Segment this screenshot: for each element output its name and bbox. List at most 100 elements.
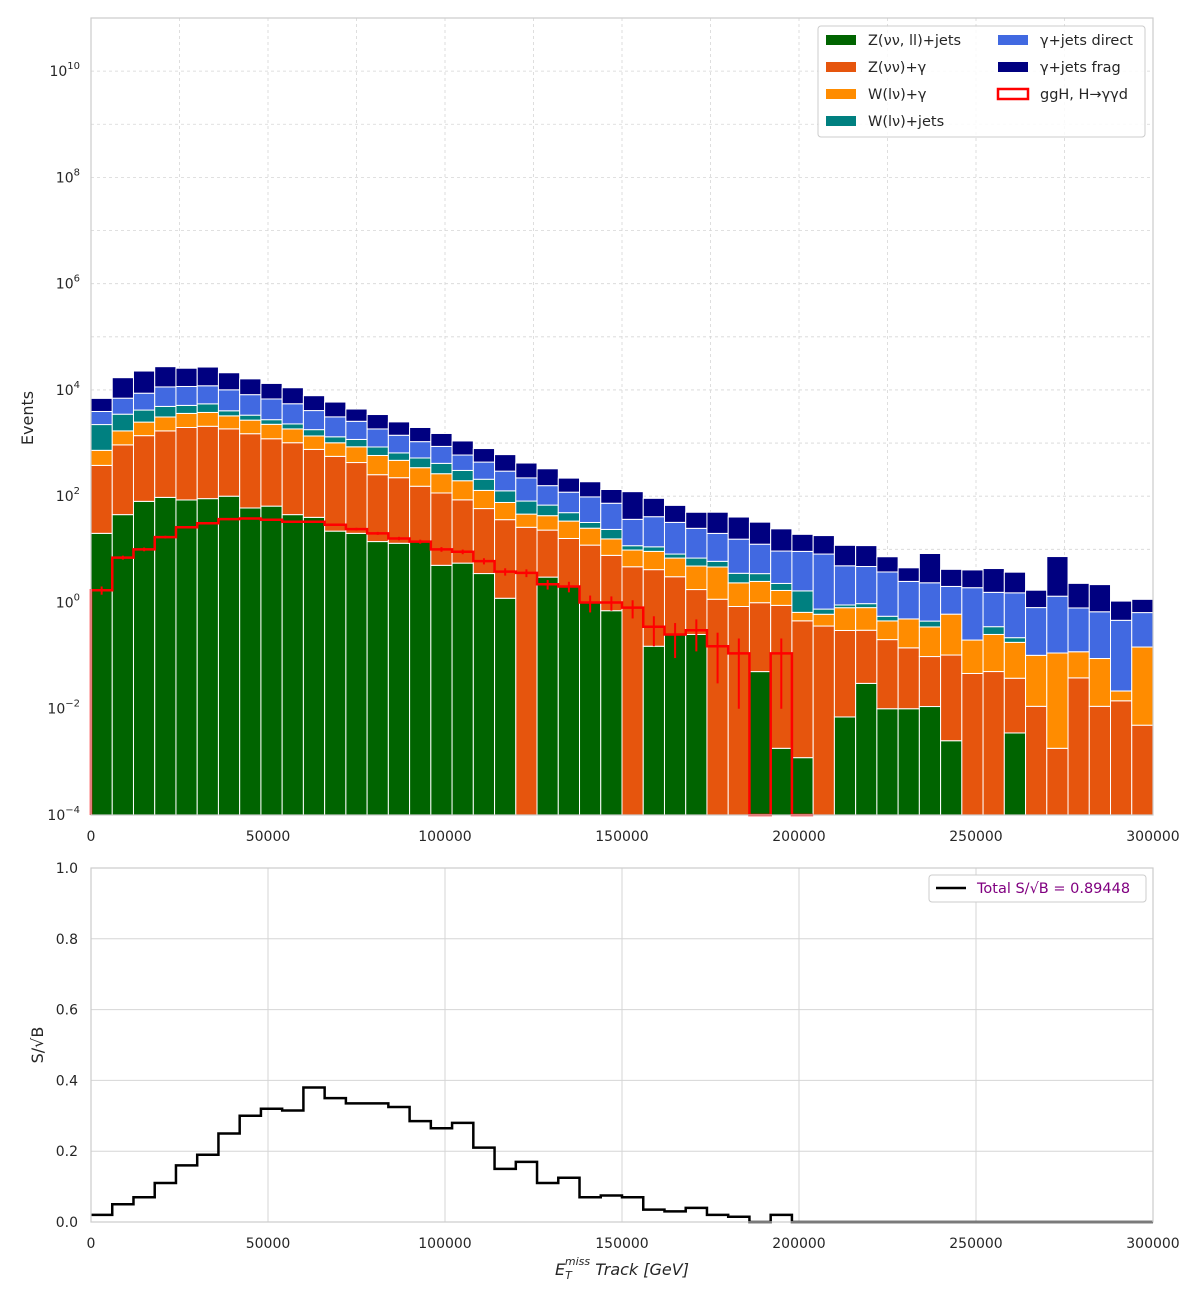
stack-bar-segment	[536, 576, 559, 816]
stack-bar-segment	[154, 386, 177, 407]
stack-bar-segment	[982, 671, 1005, 816]
bottom-x-tick-label: 100000	[418, 1236, 471, 1252]
stack-bar-segment	[260, 419, 283, 425]
xlabel-sub: T	[565, 1269, 573, 1282]
stack-bar-segment	[132, 370, 156, 394]
stack-bar-segment	[472, 461, 496, 480]
stack-bar-segment	[111, 514, 134, 816]
tick-base: 10	[56, 383, 74, 399]
stack-bar-segment	[345, 532, 368, 816]
stack-bar-segment	[345, 420, 368, 440]
stack-bar-segment	[940, 740, 963, 816]
stack-bar-segment	[302, 395, 326, 412]
stack-bar-segment	[1088, 705, 1112, 816]
bottom-y-axis-title: S/√B	[28, 1027, 47, 1064]
top-x-tick-label: 200000	[772, 829, 825, 845]
stack-bar-segment	[196, 498, 219, 816]
stack-bar-segment	[897, 647, 920, 710]
legend-swatch	[826, 62, 856, 72]
stack-bar-segment	[876, 571, 899, 617]
stack-bar-segment	[536, 515, 559, 531]
stack-bar-segment	[536, 529, 559, 578]
stack-bar-segment	[1003, 677, 1027, 734]
stack-bar-segment	[409, 426, 432, 443]
stack-bar-segment	[791, 620, 814, 759]
stack-bar-segment	[1025, 607, 1048, 656]
stack-bar-segment	[748, 580, 772, 604]
stack-bar-segment	[451, 454, 474, 471]
stack-bar-segment	[217, 389, 241, 412]
stack-bar-segment	[1131, 724, 1154, 816]
stack-bar-segment	[600, 528, 623, 540]
stack-bar-segment	[430, 473, 453, 494]
stack-bar-segment	[409, 457, 432, 469]
bottom-x-ticks: 0 50000 100000 150000 200000 250000 300000	[87, 1236, 1180, 1252]
stack-bar-segment	[90, 424, 113, 451]
stack-bar-segment	[217, 410, 241, 417]
stack-bar-segment	[90, 532, 113, 816]
top-x-tick-label: 0	[87, 829, 96, 845]
stack-bar-segment	[515, 513, 538, 528]
stack-bar-segment	[494, 519, 517, 599]
stack-bar-segment	[154, 496, 177, 816]
stack-bar-segment	[345, 446, 368, 464]
top-y-tick-label: 104	[56, 380, 80, 399]
stack-bar-segment	[515, 477, 538, 502]
stack-bar-segment	[260, 423, 283, 440]
stack-bar-segment	[451, 480, 474, 501]
top-y-tick-label: 106	[56, 274, 80, 293]
stack-bar-segment	[494, 454, 517, 472]
stack-bar-segment	[154, 416, 177, 432]
stack-bar-segment	[302, 410, 326, 431]
stack-bar-segment	[982, 568, 1005, 593]
stack-bar-segment	[855, 545, 878, 568]
legend-label: W(lν)+jets	[868, 114, 944, 130]
stack-bar-segment	[855, 629, 878, 684]
legend-swatch	[826, 89, 856, 99]
stack-bar-segment	[770, 528, 793, 552]
stack-bar-segment	[833, 716, 857, 816]
stack-bar-segment	[1003, 592, 1027, 639]
stack-bar-segment	[430, 492, 453, 566]
top-x-tick-label: 250000	[949, 829, 1002, 845]
legend-label: W(lν)+γ	[868, 87, 927, 103]
stack-bar-segment	[621, 549, 644, 568]
stack-bar-segment	[387, 434, 411, 454]
stack-bar-segment	[324, 401, 347, 418]
stack-bar-segment	[90, 397, 113, 412]
stack-bar-segment	[557, 512, 581, 522]
stack-bar-segment	[663, 504, 687, 523]
stack-bar-segment	[770, 589, 793, 606]
stack-bar-segment	[579, 521, 602, 529]
stack-bar-segment	[791, 611, 814, 622]
stack-bar-segment	[536, 485, 559, 506]
stack-bar-segment	[685, 511, 708, 529]
tick-base: 10	[56, 595, 74, 611]
stack-bar-segment	[748, 602, 772, 673]
stack-bar-segment	[132, 435, 156, 502]
stack-bar-segment	[855, 566, 878, 605]
stack-bar-segment	[324, 442, 347, 457]
stack-bar-segment	[982, 626, 1005, 635]
stack-bar-segment	[663, 557, 687, 578]
stack-bar-segment	[281, 387, 304, 405]
stack-bar-segment	[600, 610, 623, 816]
stack-bar-segment	[345, 408, 368, 422]
stack-bar-segment	[876, 639, 899, 710]
stack-bar-segment	[1003, 641, 1027, 679]
stack-bar-segment	[132, 421, 156, 437]
stack-bar-segment	[281, 403, 304, 425]
bottom-x-tick-label: 300000	[1126, 1236, 1179, 1252]
top-y-tick-label: 100	[56, 592, 80, 611]
bottom-panel: 0 50000 100000 150000 200000 250000 300000 0.0…	[28, 861, 1180, 1282]
tick-exponent: 10	[67, 61, 80, 72]
top-y-tick-label: 10−4	[47, 805, 80, 824]
stack-bar-segment	[579, 527, 602, 546]
stack-bar-segment	[897, 580, 920, 620]
stack-bar-segment	[1110, 700, 1133, 816]
stack-bar-segment	[770, 550, 793, 584]
stack-bar-segment	[918, 553, 942, 584]
stack-bar-segment	[1067, 607, 1090, 653]
legend-swatch	[826, 35, 856, 45]
tick-exponent: 2	[74, 486, 80, 497]
